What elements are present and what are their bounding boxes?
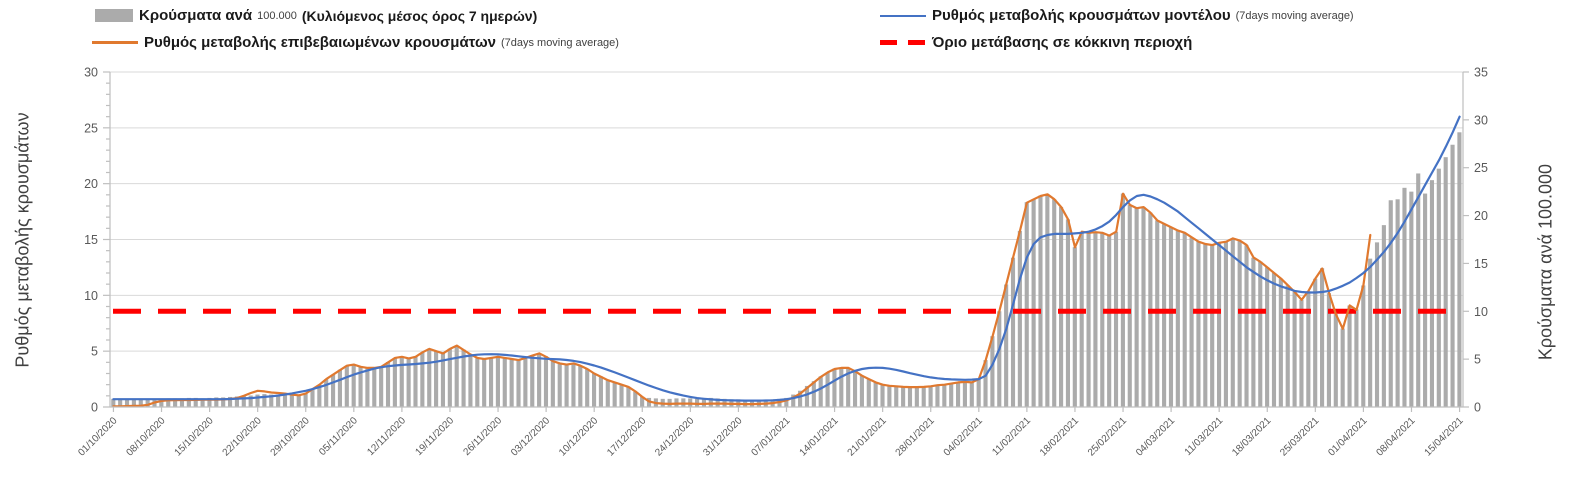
svg-text:30: 30 (84, 66, 98, 80)
svg-text:25: 25 (84, 121, 98, 135)
svg-text:10/12/2020: 10/12/2020 (557, 415, 600, 458)
svg-text:15/04/2021: 15/04/2021 (1423, 415, 1466, 458)
legend-paren-model: (7days moving average) (1235, 9, 1354, 22)
svg-text:5: 5 (1474, 353, 1481, 367)
svg-text:15: 15 (1474, 257, 1488, 271)
svg-text:17/12/2020: 17/12/2020 (605, 415, 648, 458)
legend-label-cases: Κρούσματα ανά (139, 7, 253, 24)
svg-text:15/10/2020: 15/10/2020 (173, 415, 216, 458)
gridlines (110, 71, 1463, 352)
svg-text:01/04/2021: 01/04/2021 (1326, 415, 1369, 458)
svg-text:07/01/2021: 07/01/2021 (749, 415, 792, 458)
svg-text:22/10/2020: 22/10/2020 (221, 415, 264, 458)
svg-text:31/12/2020: 31/12/2020 (701, 415, 744, 458)
svg-text:25/03/2021: 25/03/2021 (1278, 415, 1321, 458)
model-rate-line (112, 115, 1461, 402)
svg-text:5: 5 (91, 345, 98, 359)
legend-label-model: Ρυθμός μεταβολής κρουσμάτων μοντέλου (932, 7, 1231, 24)
legend-bar-swatch (95, 9, 133, 22)
svg-text:25: 25 (1474, 161, 1488, 175)
svg-text:15: 15 (84, 233, 98, 247)
svg-text:10: 10 (84, 289, 98, 303)
svg-text:14/01/2021: 14/01/2021 (798, 415, 841, 458)
svg-text:20: 20 (84, 177, 98, 191)
svg-text:20: 20 (1474, 209, 1488, 223)
svg-text:18/03/2021: 18/03/2021 (1230, 415, 1273, 458)
legend-item-cases-bars: Κρούσματα ανά 100.000 (Κυλιόμενος μέσος … (95, 7, 537, 24)
svg-text:19/11/2020: 19/11/2020 (413, 415, 456, 458)
confirmed-rate-line (112, 192, 1372, 408)
svg-text:29/10/2020: 29/10/2020 (269, 415, 312, 458)
svg-text:11/02/2021: 11/02/2021 (990, 415, 1033, 458)
svg-text:11/03/2021: 11/03/2021 (1183, 415, 1226, 458)
svg-text:08/10/2020: 08/10/2020 (124, 415, 167, 458)
legend-confirmed-line-swatch (92, 41, 138, 44)
legend-label-confirmed: Ρυθμός μεταβολής επιβεβαιωμένων κρουσμάτ… (144, 34, 496, 51)
svg-text:03/12/2020: 03/12/2020 (509, 415, 552, 458)
svg-text:0: 0 (1474, 401, 1481, 415)
svg-text:25/02/2021: 25/02/2021 (1086, 415, 1129, 458)
svg-text:21/01/2021: 21/01/2021 (846, 415, 889, 458)
legend-item-model-rate: Ρυθμός μεταβολής κρουσμάτων μοντέλου (7d… (880, 7, 1354, 24)
legend-unit-cases: 100.000 (257, 9, 297, 22)
legend-item-confirmed-rate: Ρυθμός μεταβολής επιβεβαιωμένων κρουσμάτ… (92, 34, 619, 51)
svg-text:35: 35 (1474, 66, 1488, 80)
svg-text:04/02/2021: 04/02/2021 (942, 415, 985, 458)
left-axis: 0 5 10 15 20 25 30 (84, 66, 110, 415)
svg-text:0: 0 (91, 401, 98, 415)
legend-paren-cases: (Κυλιόμενος μέσος όρος 7 ημερών) (301, 7, 538, 24)
svg-text:05/11/2020: 05/11/2020 (317, 415, 360, 458)
svg-text:24/12/2020: 24/12/2020 (653, 415, 696, 458)
svg-text:04/03/2021: 04/03/2021 (1134, 415, 1177, 458)
svg-text:18/02/2021: 18/02/2021 (1038, 415, 1081, 458)
svg-text:30: 30 (1474, 113, 1488, 127)
legend-paren-confirmed: (7days moving average) (500, 36, 619, 49)
legend-model-line-swatch (880, 14, 926, 17)
legend-threshold-swatch (880, 40, 926, 45)
svg-text:01/10/2020: 01/10/2020 (76, 415, 119, 458)
x-axis-labels: 01/10/2020 08/10/2020 15/10/2020 22/10/2020… (76, 407, 1466, 459)
svg-text:08/04/2021: 08/04/2021 (1374, 415, 1417, 458)
bars-series (111, 132, 1462, 408)
svg-text:28/01/2021: 28/01/2021 (894, 415, 937, 458)
legend-label-threshold: Όριο μετάβασης σε κόκκινη περιοχή (932, 34, 1193, 51)
legend-item-threshold: Όριο μετάβασης σε κόκκινη περιοχή (880, 34, 1192, 51)
svg-text:10: 10 (1474, 305, 1488, 319)
right-axis: 0 5 10 15 20 25 30 35 (1463, 66, 1488, 415)
svg-text:12/11/2020: 12/11/2020 (365, 415, 408, 458)
svg-text:26/11/2020: 26/11/2020 (461, 415, 504, 458)
